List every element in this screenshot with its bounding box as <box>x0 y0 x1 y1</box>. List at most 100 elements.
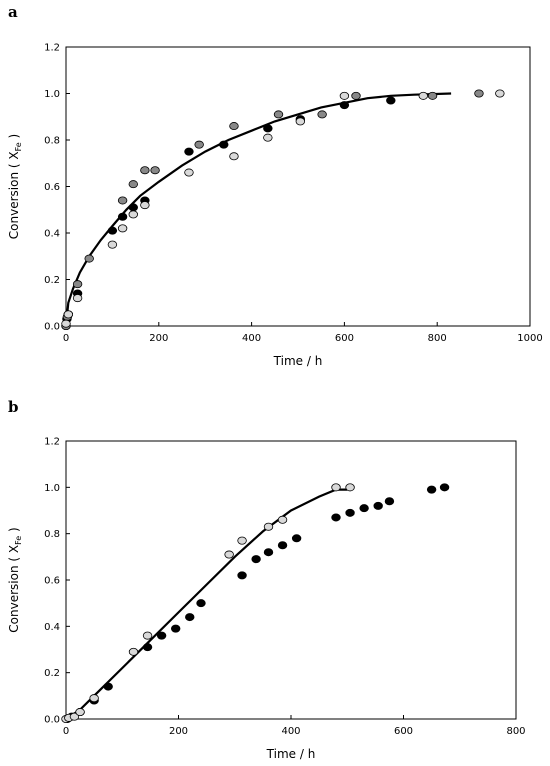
panel-a-series-3-point <box>495 89 505 98</box>
panel-b-series-2-point <box>277 515 288 524</box>
panel-b-y-title-main: Conversion <box>7 565 21 632</box>
panel-a-series-3-point <box>229 152 239 161</box>
panel-b-series-2-point <box>89 694 99 703</box>
panel-a-y-tick-label: 0.8 <box>44 136 60 147</box>
panel-a-fit-curve <box>64 92 452 327</box>
panel-b-series-1-point <box>359 504 369 513</box>
panel-b-x-tick-label: 800 <box>506 726 525 737</box>
panel-b-series-1-point <box>185 613 195 622</box>
panel-b-series-1-point <box>331 513 341 522</box>
panel-a-series-2-point <box>427 91 438 100</box>
panel-a-y-title-subscript: Fe <box>14 142 23 151</box>
panel-b-series-2-point <box>345 483 355 492</box>
panel-a-series-3-point <box>418 91 428 100</box>
panel-b-x-tick-label: 600 <box>394 726 413 737</box>
panel-a-series-1-point <box>386 96 396 105</box>
panel-b-series-1-point <box>103 682 113 691</box>
panel-a-y-tick-label: 0.6 <box>44 182 60 193</box>
panel-a-series-1-point <box>339 101 350 110</box>
panel-a-series-2-point <box>150 166 160 175</box>
panel-b-x-tick-label: 0 <box>63 726 69 737</box>
panel-a: a 0 200 400 600 800 1000 0.0 0.2 0.4 0.6 0.8 1.0 1.2… <box>7 3 543 368</box>
panel-b-y-title-symbol: X <box>7 545 21 553</box>
panel-b-series-1-point <box>263 548 274 557</box>
panel-b-series-1-point <box>251 555 261 564</box>
panel-b-series-1-point <box>373 501 383 510</box>
panel-b-x-tick-label: 200 <box>169 726 188 737</box>
panel-a-series-2-point <box>273 110 284 119</box>
panel-a-series-3-point <box>339 91 350 100</box>
panel-b: b 0 200 400 600 800 0.0 0.2 0.4 0.6 0.8 1.0 1.2 Tim… <box>7 398 526 761</box>
panel-b-series-1-point <box>384 497 395 506</box>
panel-b-ticks: 0 200 400 600 800 0.0 0.2 0.4 0.6 0.8 1.0 1.2 <box>44 437 525 738</box>
panel-b-series-2-point <box>263 522 274 531</box>
panel-a-series-3-point <box>61 319 71 328</box>
panel-a-y-tick-label: 1.0 <box>44 89 60 100</box>
panel-a-y-title-paren-open: ( <box>7 160 21 172</box>
panel-b-y-title-paren-close: ) <box>7 527 21 536</box>
panel-a-label: a <box>8 3 18 21</box>
panel-b-series-1-point <box>196 599 206 608</box>
panel-a-x-tick-label: 800 <box>428 333 447 344</box>
panel-a-series-2-point <box>72 280 83 289</box>
panel-a-x-tick-label: 1000 <box>517 333 542 344</box>
panel-a-series-1-point <box>117 212 128 221</box>
panel-a-y-tick-label: 0.0 <box>44 322 60 333</box>
panel-a-series-2-point <box>351 91 361 100</box>
panel-a-points <box>61 89 505 330</box>
panel-b-series-1-point <box>426 485 437 494</box>
panel-b-series-2-point <box>69 712 80 721</box>
panel-a-series-3-point <box>295 117 306 126</box>
panel-b-y-title-subscript: Fe <box>14 536 23 545</box>
panel-a-y-tick-label: 0.4 <box>44 229 60 240</box>
panel-a-y-title-main: Conversion <box>7 172 21 239</box>
panel-a-series-1-point <box>107 226 118 235</box>
panel-a-x-tick-label: 0 <box>63 333 69 344</box>
panel-b-label: b <box>8 398 19 416</box>
panel-b-series-1-point <box>156 631 167 640</box>
panel-b-y-tick-label: 0.8 <box>44 529 60 540</box>
panel-a-series-1-point <box>263 124 273 133</box>
panel-a-series-3-point <box>117 224 128 233</box>
panel-b-y-tick-label: 1.0 <box>44 483 60 494</box>
panel-a-y-title-symbol: X <box>7 151 21 159</box>
panel-a-x-tick-label: 400 <box>242 333 261 344</box>
panel-b-series-1-point <box>439 483 450 492</box>
panel-a-series-3-point <box>63 310 74 319</box>
panel-b-y-tick-label: 1.2 <box>44 437 60 448</box>
panel-a-y-tick-label: 0.2 <box>44 275 60 286</box>
panel-b-x-tick-label: 400 <box>281 726 300 737</box>
panel-a-series-3-point <box>128 210 138 219</box>
panel-a-y-title-paren-close: ) <box>7 134 21 143</box>
panel-b-y-tick-label: 0.4 <box>44 622 60 633</box>
panel-b-series-1-point <box>291 534 302 543</box>
panel-b-series-2-point <box>128 647 139 656</box>
panel-b-plot-frame <box>65 440 517 720</box>
panel-b-series-1-point <box>237 571 247 580</box>
panel-a-series-3-point <box>263 133 273 142</box>
panel-a-series-2-point <box>194 140 204 149</box>
panel-b-series-1-point <box>345 508 355 517</box>
panel-b-series-2-point <box>331 483 341 492</box>
panel-a-series-2-point <box>140 166 150 175</box>
panel-b-y-title-paren-open: ( <box>7 553 21 565</box>
panel-b-series-2-point <box>75 708 85 717</box>
panel-b-y-axis-title: Conversion ( XFe ) <box>7 527 23 632</box>
panel-a-series-2-point <box>317 110 327 119</box>
panel-a-series-1-point <box>219 140 229 149</box>
panel-a-x-axis-title: Time / h <box>273 354 323 368</box>
panel-b-series-1-point <box>142 643 153 652</box>
panel-b-series-2-point <box>224 550 234 559</box>
panel-a-series-2-point <box>128 180 138 189</box>
panel-a-ticks: 0 200 400 600 800 1000 0.0 0.2 0.4 0.6 0.8 1.0 1.2 <box>44 43 543 345</box>
panel-a-series-3-point <box>140 201 150 210</box>
panel-a-y-tick-label: 1.2 <box>44 43 60 54</box>
panel-a-x-tick-label: 600 <box>335 333 354 344</box>
panel-b-y-tick-label: 0.2 <box>44 668 60 679</box>
panel-b-series-2-point <box>142 631 153 640</box>
panel-b-points <box>61 483 450 724</box>
panel-b-series-1-point <box>170 624 181 633</box>
panel-a-series-2-point <box>474 89 484 98</box>
panel-a-y-axis-title: Conversion ( XFe ) <box>7 134 23 239</box>
